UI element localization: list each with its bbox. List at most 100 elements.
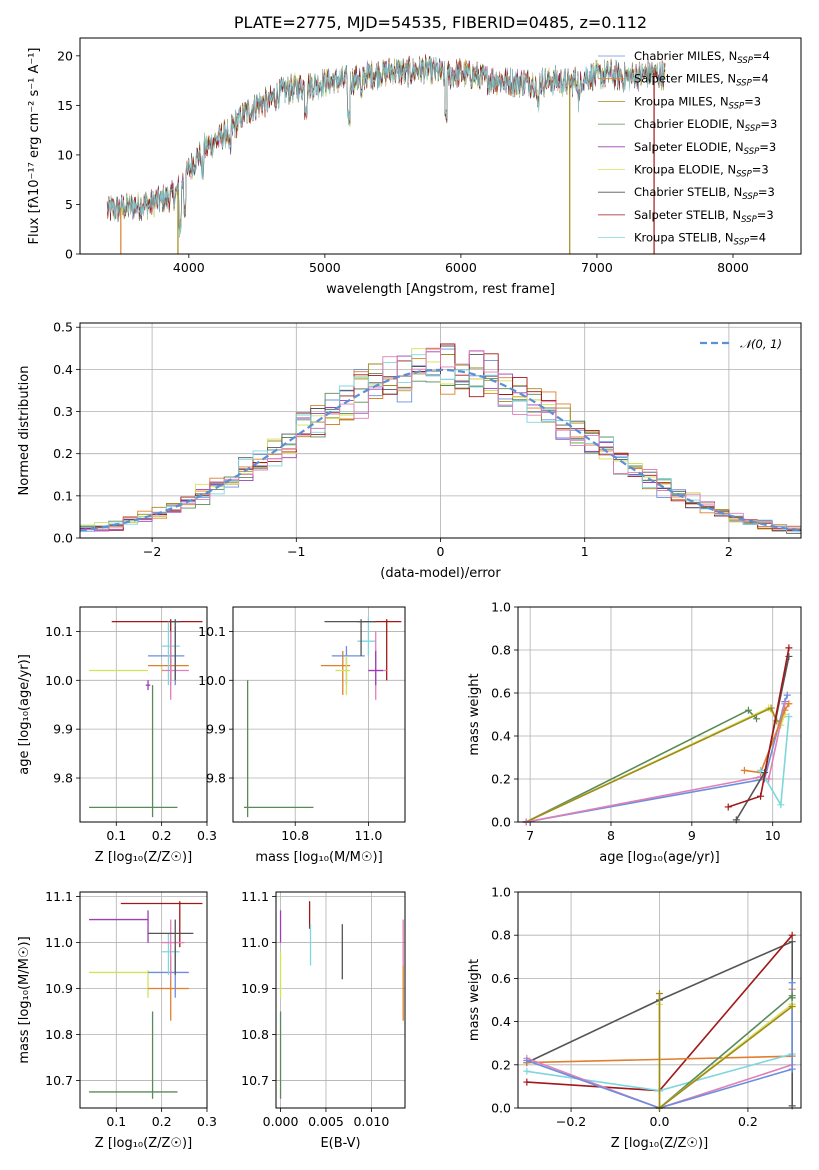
mass_vs_Z-ylabel: mass [log₁₀(M/M☉)] (17, 936, 32, 1063)
legend-entry-subscript: SSP (736, 170, 752, 180)
weight_vs_Z-frame (517, 891, 802, 1109)
mass_vs_Z-xtick-label: 0.1 (106, 1114, 126, 1129)
legend-entry-count: =3 (759, 140, 776, 154)
weight_vs_Z-ytick-label: 0.6 (491, 971, 511, 986)
age_vs_Z-ytick-label: 9.8 (53, 771, 73, 786)
weight_vs_Z-xtick-label: 0.2 (738, 1114, 758, 1129)
legend-entry-subscript: SSP (745, 124, 761, 134)
legend-entry-subscript: SSP (736, 79, 752, 89)
weight-marker (740, 766, 748, 774)
weight_vs_age-xtick-label: 9 (688, 828, 696, 843)
mass_vs_Z-xtick-label: 0.3 (197, 1114, 217, 1129)
weight_vs_Z-xtick-label: −0.2 (556, 1114, 586, 1129)
weight-marker (788, 994, 796, 1002)
spectrum-title: PLATE=2775, MJD=54535, FIBERID=0485, z=0… (234, 13, 647, 32)
mass_vs_ebv-ytick-label: 11.1 (241, 889, 269, 904)
legend-entry-name: Salpeter ELODIE, N (634, 140, 744, 154)
residuals-ylabel: Normed distribution (17, 366, 32, 496)
residuals-xtick-label: −1 (287, 544, 305, 559)
legend-entry-count: =4 (752, 72, 769, 86)
legend-entry: Chabrier STELIB, NSSP=3 (634, 185, 775, 202)
legend-entry-count: =3 (757, 208, 774, 222)
spectrum-ytick-label: 0 (65, 247, 73, 262)
weight-marker (785, 713, 793, 721)
legend-entry: Chabrier ELODIE, NSSP=3 (634, 117, 777, 134)
weight-marker (744, 706, 752, 714)
spectrum-xtick-label: 8000 (717, 260, 749, 275)
weight_vs_age-xlabel: age [log₁₀(age/yr)] (599, 850, 720, 865)
residuals-xtick-label: −2 (143, 544, 161, 559)
age_vs_Z-ytick-label: 10.0 (45, 673, 73, 688)
weight-line (525, 706, 778, 822)
residuals-ytick-label: 0.4 (53, 362, 73, 377)
weight_vs_Z-ylabel: mass weight (467, 959, 482, 1041)
weight_vs_Z-ytick-label: 0.4 (491, 1014, 511, 1029)
spectrum-xtick-label: 5000 (309, 260, 341, 275)
weight_vs_age-ytick-label: 1.0 (491, 600, 511, 615)
spectrum-xlabel: wavelength [Angstrom, rest frame] (326, 282, 555, 297)
legend-entry-subscript: SSP (741, 215, 757, 225)
mass_vs_Z-frame (79, 891, 208, 1109)
spectrum-xtick-label: 4000 (173, 260, 205, 275)
age_vs_Z-xtick-label: 0.3 (197, 828, 217, 843)
age_vs_mass-xlabel: mass [log₁₀(M/M☉)] (255, 850, 382, 865)
weight_vs_Z-xlabel: Z [log₁₀(Z/Z☉)] (611, 1136, 708, 1151)
mass_vs_Z-ytick-label: 11.1 (45, 889, 73, 904)
weight-marker (788, 931, 796, 939)
spectrum-series-line (106, 55, 666, 237)
legend-entry-subscript: SSP (729, 101, 745, 111)
age_vs_Z-ytick-label: 10.1 (45, 624, 73, 639)
weight-marker (788, 979, 796, 987)
weight-line (526, 982, 793, 1108)
weight-marker (753, 715, 761, 723)
weight-marker (788, 1065, 796, 1073)
normal-curve (80, 368, 801, 532)
legend-entry-subscript: SSP (737, 56, 753, 66)
spectrum-xtick-label: 6000 (445, 260, 477, 275)
mass_vs_Z-ytick-label: 11.0 (45, 935, 73, 950)
mass_vs_Z-ytick-label: 10.7 (45, 1073, 73, 1088)
weight-marker (767, 704, 775, 712)
legend-entry-name: Kroupa ELODIE, N (634, 163, 736, 177)
residuals-ytick-label: 0.3 (53, 404, 73, 419)
weight_vs_Z-xtick-label: 0.0 (650, 1114, 670, 1129)
legend-entry-name: Chabrier ELODIE, N (634, 117, 745, 131)
weight_vs_age-ytick-label: 0.8 (491, 643, 511, 658)
legend-entry-subscript: SSP (744, 147, 760, 157)
legend-entry-subscript: SSP (742, 192, 758, 202)
weight_vs_age-xtick-label: 8 (607, 828, 615, 843)
legend-entry: Salpeter MILES, NSSP=4 (634, 72, 769, 89)
legend-entry-name: Salpeter MILES, N (634, 72, 736, 86)
weight-marker (788, 938, 796, 946)
weight-marker (783, 691, 791, 699)
mass_vs_ebv-frame (275, 891, 406, 1109)
weight-marker (523, 1078, 531, 1086)
weight-marker (757, 766, 765, 774)
legend-entry-count: =3 (744, 94, 761, 108)
residuals-ytick-label: 0.0 (53, 531, 73, 546)
legend-entry-count: =3 (760, 117, 777, 131)
age_vs_Z-ytick-label: 9.9 (53, 722, 73, 737)
mass_vs_ebv-ytick-label: 11.0 (241, 935, 269, 950)
weight_vs_Z-ytick-label: 0.8 (491, 928, 511, 943)
weight-marker (788, 1002, 796, 1010)
weight_vs_age-xtick-label: 10 (765, 828, 781, 843)
mass_vs_Z-ytick-label: 10.8 (45, 1027, 73, 1042)
legend-entry: Kroupa MILES, NSSP=3 (634, 94, 761, 111)
age_vs_mass-frame (232, 606, 406, 823)
age_vs_mass-xtick-label: 11.0 (354, 828, 382, 843)
legend-entry-name: Kroupa STELIB, N (634, 231, 734, 245)
spectrum-ylabel: Flux [fλ10⁻¹⁷ erg cm⁻² s⁻¹ A⁻¹] (27, 48, 42, 245)
weight-marker (785, 644, 793, 652)
weight_vs_Z-ytick-label: 1.0 (491, 885, 511, 900)
weight_vs_age-ytick-label: 0.4 (491, 729, 511, 744)
spectrum-ytick-label: 15 (57, 98, 73, 113)
residuals-xtick-label: 2 (725, 544, 733, 559)
weight_vs_age-xtick-label: 7 (526, 828, 534, 843)
age_vs_mass-ytick-label: 9.8 (206, 771, 226, 786)
mass_vs_ebv-xtick-label: 0.010 (353, 1114, 389, 1129)
mass_vs_Z-xtick-label: 0.2 (152, 1114, 172, 1129)
legend-entry: Kroupa ELODIE, NSSP=3 (634, 163, 769, 180)
mass_vs_ebv-xlabel: E(B-V) (320, 1136, 360, 1151)
age_vs_mass-ytick-label: 9.9 (206, 722, 226, 737)
